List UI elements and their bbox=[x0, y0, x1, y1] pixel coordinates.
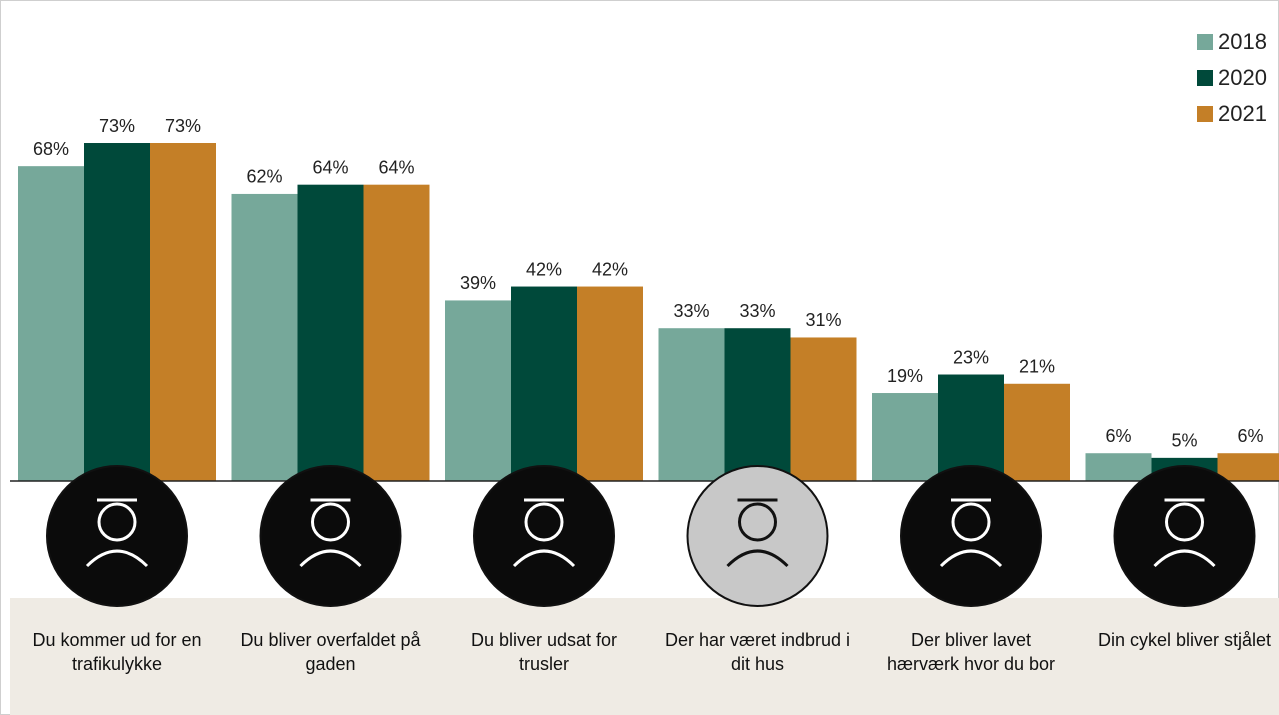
data-label: 62% bbox=[246, 167, 282, 187]
icon-circle bbox=[473, 465, 615, 607]
data-label: 21% bbox=[1019, 357, 1055, 377]
icon-circle bbox=[46, 465, 188, 607]
legend-label: 2020 bbox=[1218, 65, 1267, 90]
bar bbox=[297, 184, 364, 481]
icon-circle bbox=[1113, 465, 1256, 607]
bar bbox=[511, 286, 577, 481]
icon-glyph bbox=[1165, 502, 1204, 542]
bar bbox=[577, 286, 643, 481]
bar bbox=[724, 328, 791, 481]
data-label: 64% bbox=[312, 157, 348, 177]
data-label: 31% bbox=[805, 310, 841, 330]
icon-glyph bbox=[524, 502, 564, 542]
data-label: 33% bbox=[673, 301, 709, 321]
bar bbox=[18, 166, 84, 481]
category-icon bbox=[1113, 465, 1256, 607]
data-label: 42% bbox=[592, 259, 628, 279]
icon-glyph bbox=[939, 498, 1003, 568]
data-label: 19% bbox=[887, 366, 923, 386]
bar bbox=[363, 184, 430, 481]
data-label: 39% bbox=[460, 273, 496, 293]
bar bbox=[1085, 453, 1152, 481]
icon-circle bbox=[259, 465, 402, 607]
category-icon bbox=[46, 465, 188, 607]
bar bbox=[938, 374, 1004, 481]
data-label: 68% bbox=[33, 139, 69, 159]
bar bbox=[1004, 383, 1070, 481]
icon-glyph bbox=[85, 498, 149, 568]
data-label: 6% bbox=[1105, 426, 1131, 446]
category-icon bbox=[259, 465, 402, 607]
legend-label: 2021 bbox=[1218, 101, 1267, 126]
legend-label: 2018 bbox=[1218, 29, 1267, 54]
icon-glyph bbox=[299, 498, 362, 568]
label-band bbox=[10, 598, 1279, 715]
bar bbox=[150, 143, 216, 481]
bar bbox=[84, 143, 150, 481]
bar bbox=[231, 193, 298, 481]
icon-glyph bbox=[726, 498, 789, 568]
icon-glyph bbox=[311, 502, 350, 542]
category-icon bbox=[686, 465, 829, 607]
data-label: 33% bbox=[739, 301, 775, 321]
x-tick-label: Der har været indbrud i dit hus bbox=[664, 630, 851, 674]
icon-glyph bbox=[738, 502, 777, 542]
legend-swatch bbox=[1197, 34, 1213, 50]
category-icon bbox=[900, 465, 1042, 607]
data-label: 64% bbox=[378, 157, 414, 177]
icon-glyph bbox=[512, 498, 576, 568]
bar bbox=[445, 300, 511, 481]
x-tick-label: Du kommer ud for en trafikulykke bbox=[32, 630, 202, 674]
data-label: 42% bbox=[526, 259, 562, 279]
data-label: 5% bbox=[1171, 431, 1197, 451]
bar bbox=[1217, 453, 1279, 481]
icon-glyph bbox=[1153, 498, 1216, 568]
icon-circle bbox=[900, 465, 1042, 607]
data-label: 73% bbox=[165, 116, 201, 136]
icon-glyph bbox=[951, 502, 991, 542]
bar bbox=[872, 393, 938, 481]
data-label: 73% bbox=[99, 116, 135, 136]
x-tick-label: Du bliver udsat for trusler bbox=[470, 630, 618, 674]
x-tick-label: Din cykel bliver stjålet bbox=[1097, 630, 1272, 650]
data-label: 23% bbox=[953, 347, 989, 367]
bar bbox=[790, 337, 857, 481]
legend-swatch bbox=[1197, 106, 1213, 122]
x-tick-label: Du bliver overfaldet på gaden bbox=[240, 630, 421, 674]
icon-glyph bbox=[97, 502, 137, 542]
icon-circle bbox=[686, 465, 829, 607]
legend-swatch bbox=[1197, 70, 1213, 86]
x-tick-label: Der bliver lavet hærværk hvor du bor bbox=[886, 630, 1056, 674]
bar bbox=[658, 328, 725, 481]
data-label: 6% bbox=[1237, 426, 1263, 446]
category-icon bbox=[473, 465, 615, 607]
